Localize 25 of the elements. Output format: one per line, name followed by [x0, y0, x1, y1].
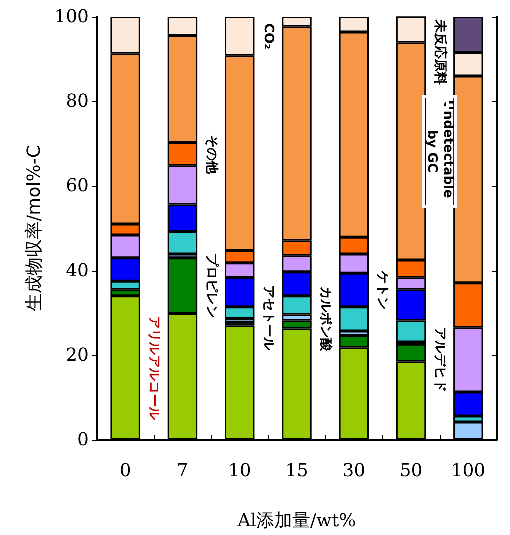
- y-axis-title: 生成物収率/mol%-C: [24, 146, 46, 312]
- text: カルボン酸: [318, 286, 334, 353]
- text: ケトン: [375, 270, 390, 310]
- y-tick-label: 40: [66, 260, 89, 282]
- text: プロピレン: [204, 253, 220, 318]
- x-tick-label: 10: [228, 460, 252, 482]
- y-tick-label: 0: [78, 430, 89, 450]
- y-tick-label: 60: [66, 176, 89, 197]
- y-tick-label: 100: [54, 6, 89, 28]
- x-axis-title: Al添加量/wt%: [236, 510, 356, 532]
- y-tick-label: 20: [66, 344, 89, 366]
- x-tick-label: 15: [286, 460, 308, 482]
- text: CO₂: [260, 23, 276, 50]
- text: その他: [204, 134, 219, 175]
- x-tick-label: 50: [400, 460, 423, 482]
- text: アルデヒド: [432, 328, 448, 393]
- text: Undetectable by GC: [424, 100, 456, 203]
- y-tick-label: 80: [66, 91, 89, 112]
- text: アリルアルコール: [146, 316, 162, 422]
- x-tick-label: 7: [176, 460, 188, 482]
- x-tick-label: 0: [120, 460, 132, 482]
- text: 未反応原料: [432, 19, 448, 85]
- x-tick-label: 30: [342, 460, 366, 482]
- x-tick-label: 100: [451, 460, 486, 482]
- text: アセトール: [260, 285, 276, 352]
